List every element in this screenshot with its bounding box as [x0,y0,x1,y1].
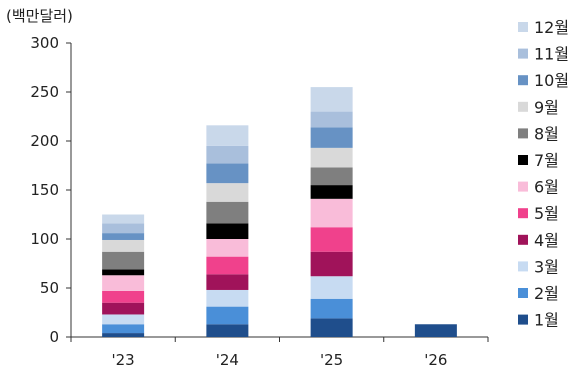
legend-swatch [518,128,528,139]
legend-label: 6월 [534,178,559,197]
bar-segment [102,290,145,303]
legend-label: 12월 [534,18,569,37]
legend-swatch [518,181,528,192]
plot-area: 0 50 100 150 200 250 300 '23 '24 '25 '26 [30,34,489,367]
bar-segment [206,125,249,146]
y-tick-label: 200 [30,132,59,150]
legend-label: 7월 [534,151,559,170]
legend-label: 3월 [534,257,559,276]
bar-segment [310,167,353,186]
bar-segment [206,145,249,164]
legend-swatch [518,75,528,86]
y-tick-label: 50 [40,279,59,297]
legend-label: 2월 [534,284,559,303]
legend-label: 1월 [534,311,559,330]
bar-segment [102,302,145,315]
bar-segment [310,127,353,148]
bar-segment [102,239,145,252]
bar-segment [102,275,145,291]
bar-segment [310,318,353,337]
bar-segment [102,233,145,240]
x-tick-label: '25 [320,351,343,367]
y-tick-label: 250 [30,83,59,101]
bar-segment [206,201,249,224]
legend-swatch [518,22,528,32]
bar-segment [206,289,249,307]
bar-segment [414,324,457,337]
bar-segment [310,227,353,252]
bar-segment [206,274,249,290]
bar-segment [310,198,353,228]
legend-swatch [518,48,528,59]
bar-segment [206,223,249,239]
bar-segment [310,251,353,277]
legend-label: 11월 [534,45,569,64]
bar-segment [102,324,145,334]
bar-segment [310,276,353,299]
bar-segment [206,324,249,337]
legend-swatch [518,155,528,165]
bar-segment [206,239,249,257]
bar-segment [102,269,145,276]
bar-segment [102,214,145,224]
legend-swatch [518,208,528,219]
legend-swatch [518,261,528,272]
bar-segment [310,298,353,319]
legend-label: 10월 [534,71,569,90]
legend-swatch [518,314,528,325]
bar-segment [310,147,353,168]
legend-label: 8월 [534,124,559,143]
y-tick-label: 300 [30,34,59,52]
y-axis-unit-label: (백만달러) [6,7,73,25]
bar-segment [206,256,249,275]
legend-label: 5월 [534,204,559,223]
legend-swatch [518,101,528,112]
legend-label: 4월 [534,231,559,250]
bar-segment [102,314,145,325]
bar-segment [102,223,145,234]
y-tick-label: 100 [30,230,59,248]
bar-segment [206,306,249,325]
x-tick-label: '26 [424,351,447,367]
bar-segment [102,251,145,270]
legend-swatch [518,288,528,298]
bar-segment [310,87,353,112]
legend-swatch [518,234,528,245]
bar-segment [102,333,145,337]
legend-label: 9월 [534,98,559,117]
legend: 12월 11월 10월 9월 8월 7월 6월 5월 4월 3월 2월 1월 [518,18,569,330]
bar-segment [206,163,249,184]
bar-segment [310,185,353,199]
x-tick-label: '24 [216,351,239,367]
x-tick-label: '23 [112,351,135,367]
y-tick-label: 0 [49,328,59,346]
y-tick-label: 150 [30,181,59,199]
bar-segment [310,111,353,128]
bar-segment [206,183,249,202]
